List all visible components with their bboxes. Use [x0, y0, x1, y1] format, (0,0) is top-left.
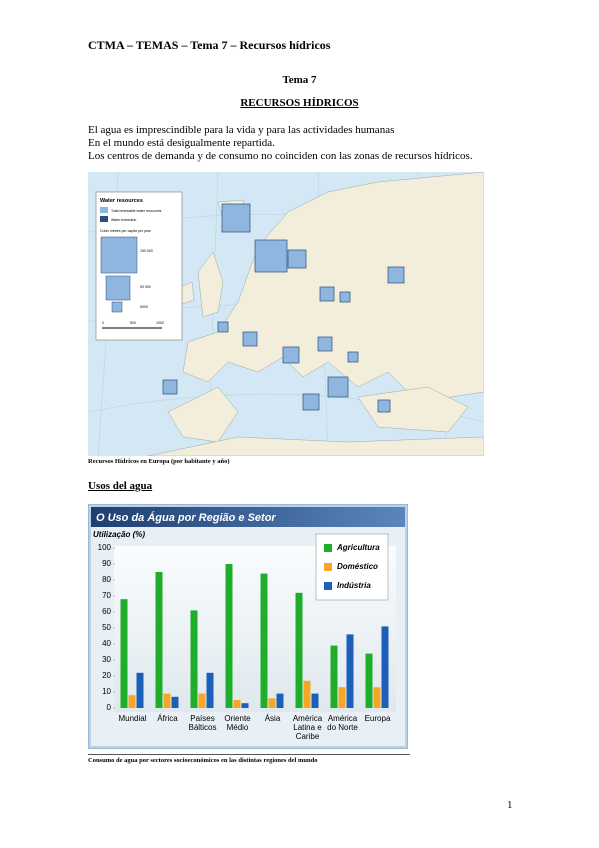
- bar: [311, 693, 319, 708]
- bar: [128, 695, 136, 708]
- bar: [120, 599, 128, 708]
- chart: O Uso da Água por Região e Setor Utiliza…: [88, 504, 408, 749]
- bar: [295, 592, 303, 708]
- bar: [330, 645, 338, 708]
- topic: Tema 7: [282, 74, 317, 86]
- y-tick-label: 70: [102, 591, 111, 600]
- caption-rule: [88, 754, 410, 755]
- bar: [171, 696, 179, 708]
- y-tick-label: 40: [102, 639, 111, 648]
- map-caption: Recursos Hídricos en Europa (por habitan…: [88, 458, 230, 465]
- map-legend-title: Water resources: [100, 198, 143, 204]
- map-legend-item: Water extraction: [111, 218, 136, 222]
- bar: [276, 693, 284, 708]
- map-scale-label: 1000: [156, 321, 164, 325]
- chart-svg: O Uso da Água por Região e Setor Utiliza…: [88, 504, 408, 749]
- legend-label: Indústria: [337, 581, 371, 590]
- bar: [241, 703, 249, 708]
- bar: [260, 573, 268, 708]
- x-tick-label: Mundial: [118, 714, 147, 723]
- y-tick-label: 60: [102, 607, 111, 616]
- legend-swatch: [324, 544, 332, 552]
- bar: [206, 672, 214, 708]
- y-tick-label: 50: [102, 623, 111, 632]
- legend-swatch: [324, 563, 332, 571]
- y-axis-label: Utilização (%): [93, 530, 145, 539]
- map-size-label: 50 000: [140, 285, 151, 289]
- map-size-label: 5000: [140, 305, 148, 309]
- chart-caption: Consumo de agua por sectores socioeconóm…: [88, 757, 318, 764]
- bar: [225, 564, 233, 708]
- paragraph: Los centros de demanda y de consumo no c…: [88, 150, 473, 162]
- x-tick-label: América do Norte: [327, 714, 358, 732]
- chart-title: O Uso da Água por Região e Setor: [96, 511, 276, 524]
- title: RECURSOS HÍDRICOS: [240, 97, 359, 109]
- y-tick-label: 20: [102, 671, 111, 680]
- map: Water resources Total renewable water re…: [88, 172, 484, 456]
- bar: [190, 610, 198, 708]
- x-tick-label: África: [157, 714, 178, 723]
- y-tick-label: 100: [98, 543, 112, 552]
- bar: [233, 700, 241, 708]
- map-size-label: 150 000: [140, 249, 153, 253]
- y-tick-label: 90: [102, 559, 111, 568]
- x-tick-label: Ásia: [264, 714, 281, 723]
- map-scale-label: 500: [130, 321, 136, 325]
- legend-label: Doméstico: [337, 562, 378, 571]
- bar: [155, 572, 163, 708]
- bar: [346, 634, 354, 708]
- x-tick-label: Oriente Médio: [224, 714, 251, 732]
- bar: [338, 687, 346, 708]
- section-heading: Usos del agua: [88, 480, 153, 492]
- bar: [268, 698, 276, 708]
- header: CTMA – TEMAS – Tema 7 – Recursos hídrico…: [88, 38, 331, 52]
- legend-label: Agricultura: [336, 543, 380, 552]
- bar: [303, 680, 311, 708]
- y-tick-label: 0: [107, 703, 112, 712]
- legend-swatch: [324, 582, 332, 590]
- map-scale-label: 0: [102, 321, 104, 325]
- map-size-title: Cubic metres per capita per year: [100, 229, 152, 233]
- bar: [136, 672, 144, 708]
- x-tick-label: Europa: [364, 714, 391, 723]
- x-tick-label: América Latina e Caribe: [292, 714, 323, 741]
- bar: [373, 687, 381, 708]
- y-tick-label: 10: [102, 687, 111, 696]
- map-legend-item: Total renewable water resources: [111, 209, 162, 213]
- page-number: 1: [507, 799, 513, 811]
- bar: [365, 653, 373, 708]
- y-tick-label: 80: [102, 575, 111, 584]
- bar: [381, 626, 389, 708]
- paragraph: El agua es imprescindible para la vida y…: [88, 124, 395, 136]
- y-tick-label: 30: [102, 655, 111, 664]
- x-tick-label: Países Bálticos: [188, 714, 217, 732]
- bar: [198, 693, 206, 708]
- paragraph: En el mundo está desigualmente repartida…: [88, 137, 275, 149]
- bar: [163, 693, 171, 708]
